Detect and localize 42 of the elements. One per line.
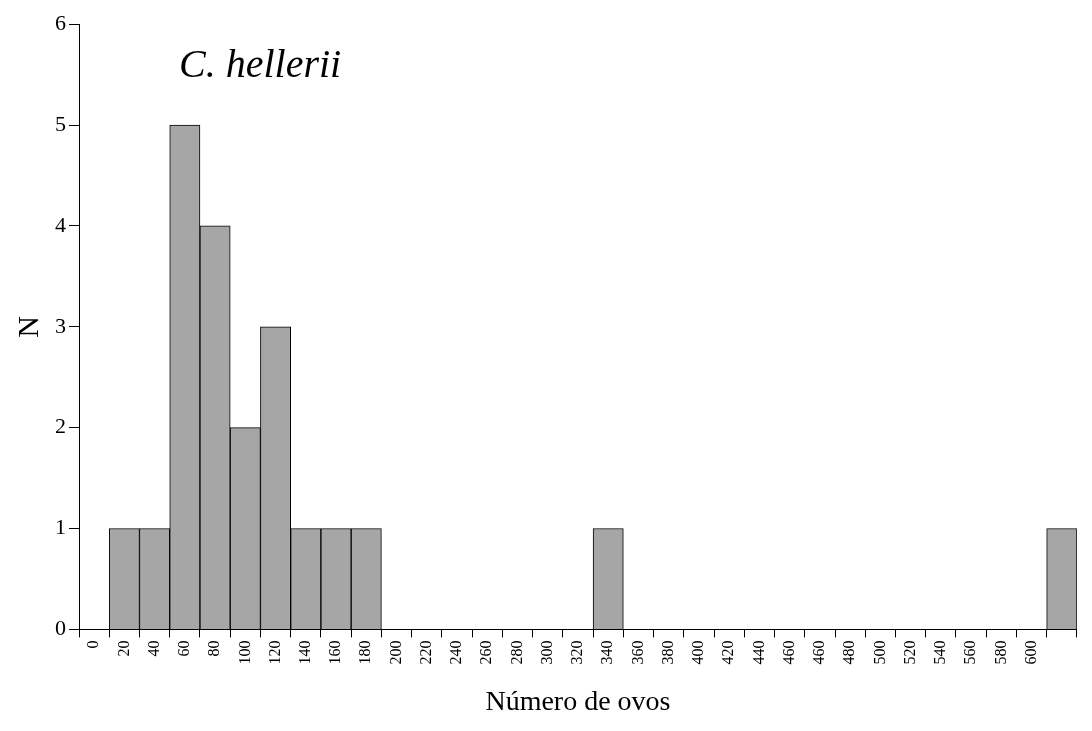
- x-tick-label: 320: [568, 640, 586, 665]
- x-tick-label: 240: [447, 640, 465, 665]
- y-axis-title: N: [10, 315, 44, 338]
- x-tick-label: 560: [961, 640, 979, 665]
- x-tick-label: 480: [840, 640, 858, 665]
- x-tick-label: 160: [326, 640, 344, 665]
- x-tick-label: 460: [779, 640, 797, 665]
- y-tick-label: 3: [55, 312, 66, 338]
- x-tick-label: 420: [719, 640, 737, 665]
- x-tick-label: 360: [628, 640, 646, 665]
- x-tick-label: 0: [84, 640, 102, 649]
- x-tick-label: 40: [144, 640, 162, 657]
- x-tick-label: 520: [900, 640, 918, 665]
- x-tick-label: 180: [356, 640, 374, 665]
- x-tick-label: 440: [749, 640, 767, 665]
- x-tick-label: 400: [689, 640, 707, 665]
- y-tick-label: 6: [55, 9, 66, 35]
- x-tick-label: 120: [265, 640, 283, 665]
- x-tick-label: 80: [205, 640, 223, 657]
- x-tick-label: 60: [175, 640, 193, 657]
- x-tick-label: 540: [931, 640, 949, 665]
- x-tick-label: 460: [810, 640, 828, 665]
- x-tick-label: 100: [235, 640, 253, 665]
- x-tick-label: 280: [507, 640, 525, 665]
- x-tick-label: 500: [870, 640, 888, 665]
- x-tick-label: 600: [1021, 640, 1039, 665]
- x-tick-label: 340: [598, 640, 616, 665]
- x-tick-label: 260: [477, 640, 495, 665]
- x-tick-label: 380: [658, 640, 676, 665]
- y-tick-label: 1: [55, 514, 66, 540]
- x-tick-label: 200: [386, 640, 404, 665]
- y-tick-label: 5: [55, 110, 66, 136]
- annotation: C. hellerii: [179, 40, 342, 86]
- x-tick-label: 140: [296, 640, 313, 665]
- x-tick-label: 300: [537, 640, 555, 665]
- y-tick-label: 0: [55, 615, 66, 641]
- x-tick-label: 580: [991, 640, 1009, 665]
- x-tick-label: 20: [114, 640, 132, 657]
- x-tick-label: 220: [416, 640, 434, 665]
- x-axis-title: Número de ovos: [485, 684, 671, 716]
- y-tick-label: 4: [55, 211, 66, 237]
- y-tick-label: 2: [55, 413, 66, 439]
